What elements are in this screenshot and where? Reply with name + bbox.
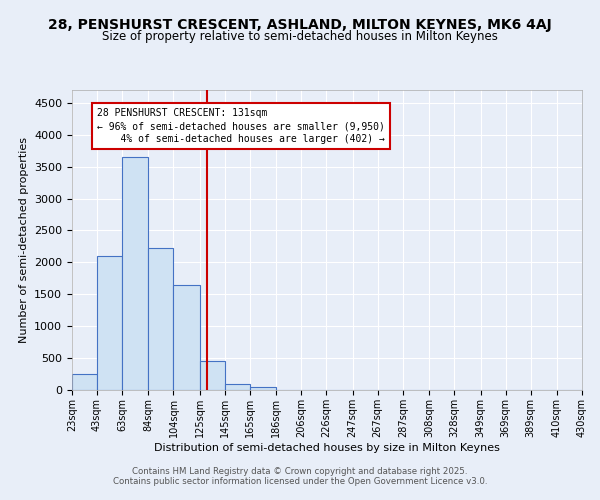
Text: Contains public sector information licensed under the Open Government Licence v3: Contains public sector information licen… <box>113 477 487 486</box>
Text: Size of property relative to semi-detached houses in Milton Keynes: Size of property relative to semi-detach… <box>102 30 498 43</box>
Bar <box>173 286 200 390</box>
Bar <box>148 248 173 390</box>
Bar <box>250 387 276 390</box>
Bar <box>97 256 122 390</box>
X-axis label: Distribution of semi-detached houses by size in Milton Keynes: Distribution of semi-detached houses by … <box>154 442 500 452</box>
Text: 28, PENSHURST CRESCENT, ASHLAND, MILTON KEYNES, MK6 4AJ: 28, PENSHURST CRESCENT, ASHLAND, MILTON … <box>48 18 552 32</box>
Text: 28 PENSHURST CRESCENT: 131sqm
← 96% of semi-detached houses are smaller (9,950)
: 28 PENSHURST CRESCENT: 131sqm ← 96% of s… <box>97 108 385 144</box>
Bar <box>72 374 97 390</box>
Bar <box>122 157 148 390</box>
Y-axis label: Number of semi-detached properties: Number of semi-detached properties <box>19 137 29 343</box>
Bar <box>200 362 225 390</box>
Text: Contains HM Land Registry data © Crown copyright and database right 2025.: Contains HM Land Registry data © Crown c… <box>132 467 468 476</box>
Bar <box>225 384 250 390</box>
